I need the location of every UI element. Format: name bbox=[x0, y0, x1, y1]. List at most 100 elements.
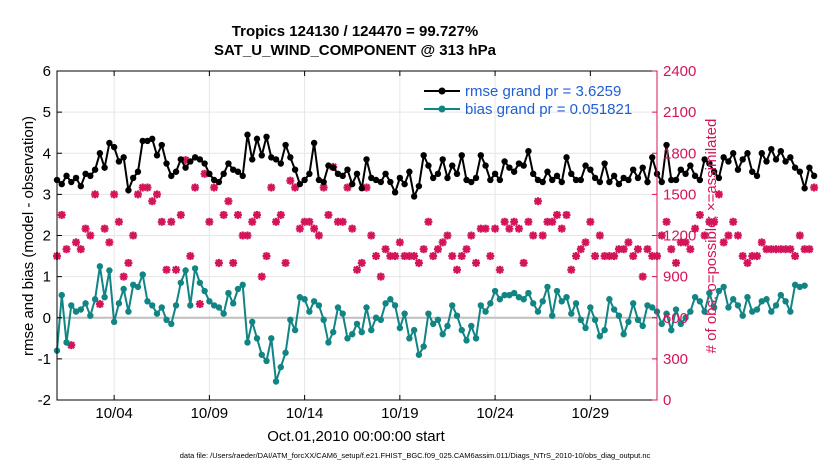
bias-point bbox=[415, 351, 423, 358]
rmse-point bbox=[91, 166, 99, 173]
obs-marker-stroke bbox=[396, 238, 404, 247]
y-right-tick-label: 2100 bbox=[663, 104, 696, 121]
obs-marker bbox=[733, 231, 742, 240]
bias-point bbox=[439, 331, 446, 338]
rmse-point bbox=[129, 174, 137, 182]
bias-point bbox=[139, 271, 146, 278]
obs-marker bbox=[672, 258, 681, 267]
bias-point bbox=[425, 310, 432, 317]
obs-marker bbox=[467, 231, 476, 240]
obs-marker bbox=[191, 183, 200, 192]
obs-marker-stroke bbox=[443, 231, 452, 240]
obs-marker bbox=[395, 238, 404, 247]
obs-marker-stroke bbox=[62, 245, 71, 253]
rmse-point bbox=[668, 176, 675, 184]
obs-marker bbox=[738, 252, 747, 261]
bias-point bbox=[377, 316, 385, 324]
rmse-point bbox=[58, 180, 65, 188]
rmse-point bbox=[615, 180, 623, 188]
bias-point bbox=[96, 263, 104, 270]
legend: rmse grand pr = 3.6259 bias grand pr = 0… bbox=[424, 83, 632, 118]
x-tick-label: 10/09 bbox=[191, 405, 229, 422]
rmse-point bbox=[387, 178, 394, 186]
obs-marker-stroke bbox=[191, 183, 199, 192]
obs-marker bbox=[538, 231, 547, 240]
rmse-point bbox=[649, 154, 656, 161]
obs-marker-stroke bbox=[553, 211, 561, 219]
obs-marker-stroke bbox=[124, 259, 133, 267]
obs-marker-stroke bbox=[562, 211, 571, 219]
x-axis-ticks: 10/04 10/09 10/14 10/19 10/24 10/29 bbox=[95, 71, 609, 422]
bias-point bbox=[410, 326, 418, 334]
obs-marker bbox=[643, 245, 652, 254]
bias-point bbox=[601, 326, 608, 334]
obs-marker-stroke bbox=[481, 224, 490, 233]
obs-marker-stroke bbox=[215, 259, 223, 267]
bias-point bbox=[149, 302, 156, 309]
obs-marker-stroke bbox=[538, 231, 547, 240]
obs-marker-stroke bbox=[491, 224, 499, 233]
bias-point bbox=[144, 298, 151, 305]
bias-point bbox=[325, 339, 332, 346]
legend-bias-label: bias grand pr = 0.051821 bbox=[465, 101, 632, 118]
bias-point bbox=[434, 316, 442, 324]
rmse-point bbox=[506, 164, 513, 171]
obs-marker bbox=[453, 265, 461, 274]
obs-marker-stroke bbox=[86, 231, 95, 240]
rmse-point bbox=[153, 152, 161, 159]
bias-point bbox=[258, 351, 265, 358]
rmse-point bbox=[125, 187, 132, 194]
rmse-point bbox=[587, 166, 594, 173]
obs-marker-stroke bbox=[248, 218, 257, 226]
obs-marker-stroke bbox=[729, 218, 737, 226]
bias-point bbox=[249, 318, 256, 326]
obs-marker-stroke bbox=[100, 224, 109, 233]
obs-marker-stroke bbox=[81, 224, 90, 233]
bias-point bbox=[458, 326, 465, 334]
obs-marker bbox=[662, 217, 671, 226]
bias-point bbox=[306, 308, 313, 315]
rmse-point bbox=[168, 172, 175, 180]
obs-marker bbox=[229, 258, 238, 267]
obs-marker-stroke bbox=[572, 252, 580, 260]
bias-point bbox=[777, 291, 785, 299]
rmse-point bbox=[139, 137, 146, 145]
obs-marker-stroke bbox=[162, 265, 171, 274]
rmse-point bbox=[420, 152, 427, 159]
obs-marker-stroke bbox=[734, 231, 742, 240]
rmse-point bbox=[772, 156, 780, 163]
bias-point bbox=[677, 320, 685, 328]
bias-point bbox=[110, 318, 118, 326]
obs-marker bbox=[233, 210, 242, 219]
rmse-point bbox=[577, 176, 585, 184]
rmse-point bbox=[87, 172, 94, 180]
obs-marker bbox=[148, 197, 157, 206]
rmse-point bbox=[629, 166, 637, 173]
rmse-point bbox=[510, 168, 518, 175]
obs-marker bbox=[529, 231, 538, 240]
rmse-point bbox=[601, 160, 608, 167]
bias-point bbox=[420, 343, 427, 350]
bias-point bbox=[772, 302, 780, 309]
rmse-line bbox=[56, 134, 815, 200]
obs-marker bbox=[481, 224, 490, 233]
obs-marker bbox=[505, 224, 514, 233]
bias-point bbox=[615, 312, 623, 319]
bias-point bbox=[639, 322, 646, 330]
rmse-point bbox=[306, 170, 313, 178]
bias-point bbox=[610, 306, 618, 313]
rmse-point bbox=[253, 135, 261, 143]
bias-point bbox=[768, 308, 775, 315]
bias-point bbox=[87, 312, 94, 319]
rmse-point bbox=[468, 178, 475, 186]
obs-marker-stroke bbox=[700, 231, 709, 240]
rmse-point bbox=[449, 162, 456, 169]
rmse-point bbox=[425, 162, 432, 169]
obs-marker bbox=[681, 238, 690, 247]
bias-point bbox=[620, 331, 627, 338]
rmse-point bbox=[568, 170, 575, 178]
rmse-point bbox=[182, 164, 189, 171]
rmse-point bbox=[744, 150, 751, 157]
obs-marker bbox=[457, 252, 466, 261]
